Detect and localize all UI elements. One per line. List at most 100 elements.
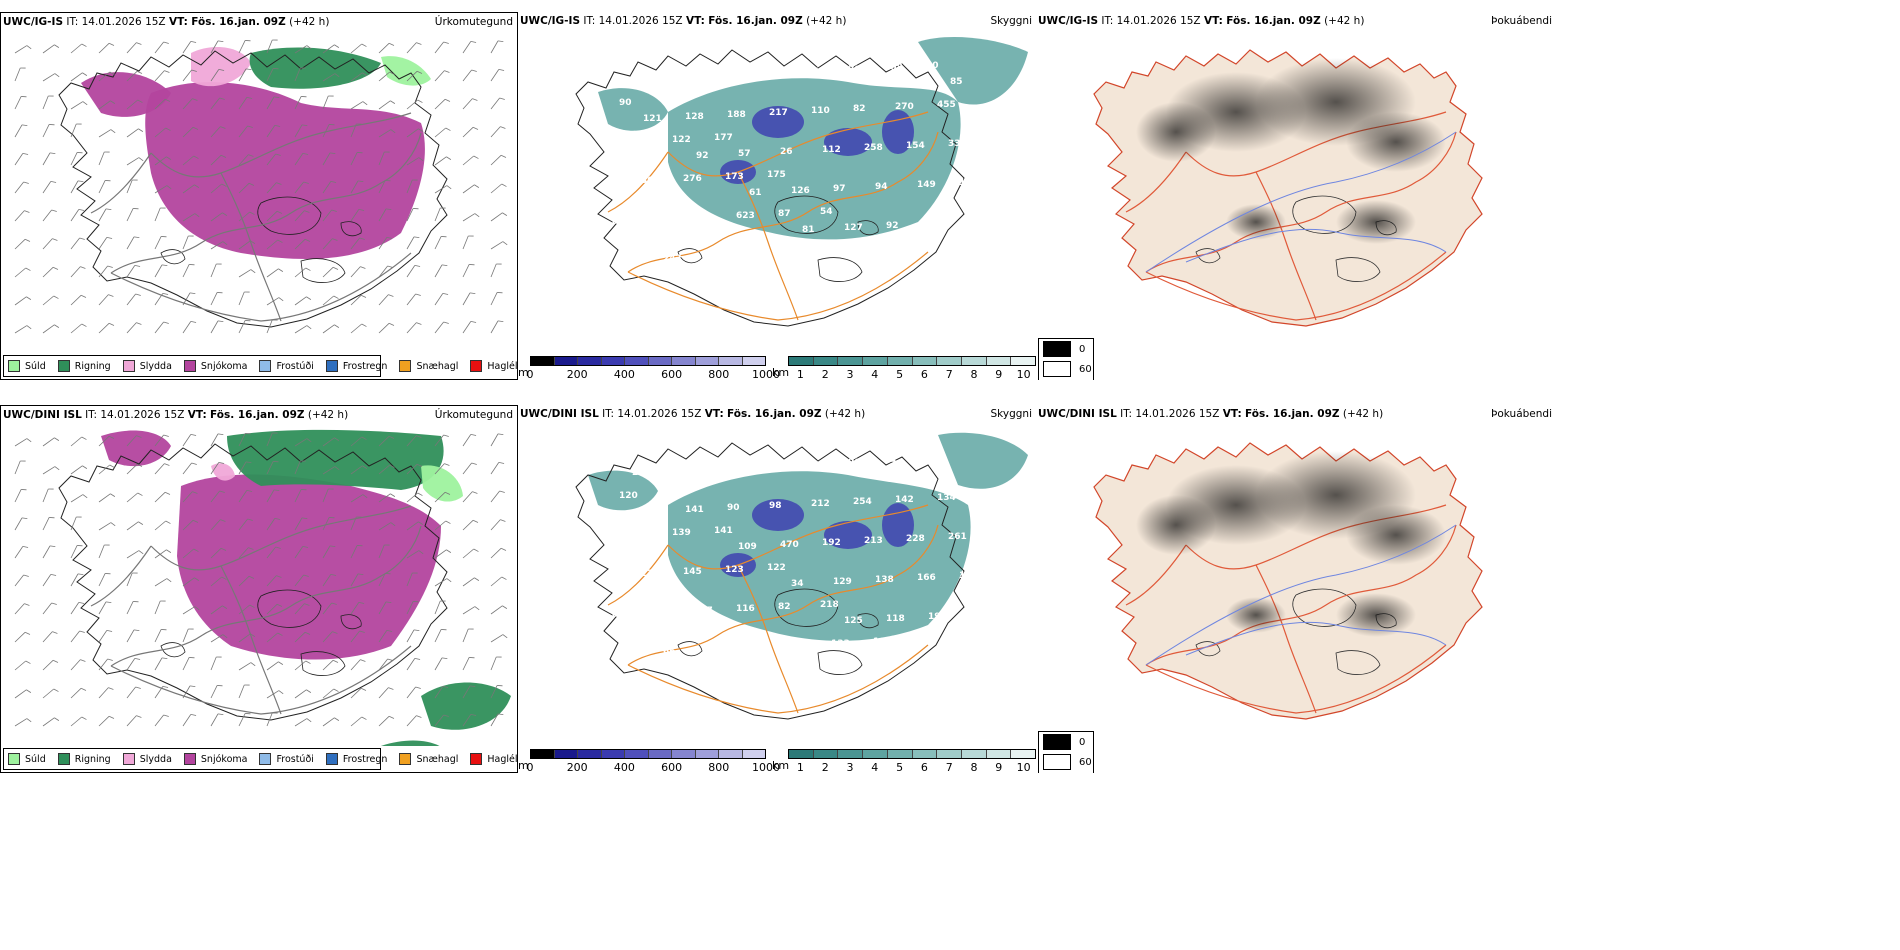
wind-barb-shaft bbox=[434, 70, 445, 82]
wind-barb bbox=[294, 517, 308, 531]
visibility-value-label: 254 bbox=[853, 497, 872, 507]
wind-barb bbox=[98, 180, 111, 194]
legend-label: Súld bbox=[25, 360, 46, 372]
wind-barb-flag bbox=[164, 463, 170, 466]
wind-barb bbox=[462, 292, 476, 306]
wind-barb-flag bbox=[278, 661, 284, 665]
wind-barb-flag bbox=[246, 97, 253, 99]
wind-barb-shaft bbox=[490, 547, 502, 559]
wind-barb-flag bbox=[216, 263, 222, 265]
wind-barb-shaft bbox=[182, 69, 192, 82]
wind-barb-shaft bbox=[406, 293, 416, 306]
visibility-value-label: 623 bbox=[736, 211, 755, 221]
visibility-value-label: 310 bbox=[694, 213, 713, 223]
wind-barb-flag bbox=[330, 181, 337, 183]
legend-label: Haglél bbox=[487, 360, 518, 372]
wind-barb bbox=[378, 237, 393, 250]
wind-barb-flag bbox=[110, 493, 116, 497]
wind-barb bbox=[42, 437, 60, 447]
wind-barb-shaft bbox=[98, 180, 106, 194]
wind-barb bbox=[462, 41, 477, 54]
colorbar-bin bbox=[695, 750, 719, 758]
visibility-value-label: 470 bbox=[780, 540, 799, 550]
wind-barb bbox=[294, 238, 311, 250]
wind-barb-shaft bbox=[406, 629, 415, 643]
wind-barb bbox=[406, 157, 424, 166]
wind-barb-flag bbox=[26, 689, 32, 693]
wind-barb bbox=[154, 578, 172, 587]
legend-label: Snæhagl bbox=[416, 360, 459, 372]
wind-barb bbox=[350, 152, 363, 166]
wind-barb-flag bbox=[50, 574, 57, 576]
wind-barb-shaft bbox=[238, 97, 248, 110]
wind-barb bbox=[406, 128, 424, 138]
wind-barb-shaft bbox=[490, 433, 499, 447]
wind-barb bbox=[238, 575, 255, 587]
wind-barb bbox=[14, 124, 28, 138]
wind-barb-shaft bbox=[434, 657, 443, 671]
wind-barb-shaft bbox=[14, 238, 26, 250]
coastline bbox=[575, 442, 965, 720]
wind-barb bbox=[294, 296, 312, 306]
wind-barb bbox=[378, 180, 391, 194]
wind-barb-shaft bbox=[434, 156, 447, 166]
wind-barb-shaft bbox=[266, 712, 273, 727]
colorbar-bin bbox=[813, 357, 839, 365]
wind-barb bbox=[42, 295, 59, 306]
legend-swatch bbox=[8, 753, 20, 765]
wind-barb-flag bbox=[80, 687, 87, 691]
wind-barb-shaft bbox=[14, 489, 22, 503]
wind-barb-shaft bbox=[14, 631, 26, 643]
colorbar-bin bbox=[719, 750, 743, 758]
wind-barb-flag bbox=[499, 97, 505, 100]
wind-barb-flag bbox=[500, 126, 506, 129]
wind-barb-shaft bbox=[294, 718, 308, 727]
wind-barb bbox=[154, 463, 170, 475]
road-line bbox=[627, 524, 939, 666]
wind-barb-shaft bbox=[126, 128, 139, 138]
wind-barb-shaft bbox=[154, 657, 163, 671]
wind-barb bbox=[42, 688, 59, 699]
wind-barb-flag bbox=[54, 324, 60, 328]
wind-barb-shaft bbox=[14, 574, 24, 587]
visibility-value-label: 161 bbox=[959, 178, 978, 188]
wind-barb-shaft bbox=[294, 67, 301, 82]
road-line bbox=[110, 645, 412, 715]
wind-barb-shaft bbox=[322, 209, 332, 222]
wind-barb bbox=[182, 321, 197, 334]
wind-barb-shaft bbox=[70, 516, 77, 531]
wind-barb-flag bbox=[386, 630, 393, 632]
wind-barb-flag bbox=[138, 521, 144, 525]
wind-barb-flag bbox=[418, 521, 424, 525]
wind-barb-flag bbox=[500, 519, 506, 522]
wind-barb bbox=[14, 718, 32, 727]
road-line bbox=[737, 171, 799, 321]
wind-barb bbox=[490, 40, 504, 54]
wind-barb bbox=[238, 240, 256, 250]
legend-label: Rigning bbox=[74, 753, 111, 765]
wind-barb-shaft bbox=[126, 157, 140, 166]
wind-barb-flag bbox=[48, 95, 54, 97]
visibility-value-label: 129 bbox=[833, 577, 852, 587]
wind-barb bbox=[406, 99, 423, 110]
wind-barb bbox=[490, 685, 503, 699]
wind-barb-flag bbox=[390, 493, 396, 497]
wind-barb bbox=[42, 266, 59, 278]
wind-barb bbox=[462, 155, 479, 166]
wind-barb-flag bbox=[110, 129, 116, 134]
wind-barb-shaft bbox=[378, 129, 392, 138]
colorbar-bin bbox=[838, 357, 864, 365]
wind-barb-flag bbox=[416, 70, 423, 74]
wind-barb-flag bbox=[277, 239, 283, 243]
wind-barb-flag bbox=[444, 70, 450, 73]
colorbar-bin bbox=[742, 357, 765, 365]
wind-barb bbox=[238, 604, 255, 615]
wind-barb bbox=[98, 100, 116, 110]
vis-m-unit: m bbox=[518, 759, 529, 772]
visibility-value-label: 355 bbox=[789, 248, 808, 258]
visibility-value-label: 286 bbox=[831, 246, 850, 256]
road-line bbox=[150, 505, 412, 571]
visibility-value-label: 85 bbox=[950, 77, 963, 87]
precip-area bbox=[421, 465, 463, 502]
wind-barb-shaft bbox=[154, 463, 165, 475]
